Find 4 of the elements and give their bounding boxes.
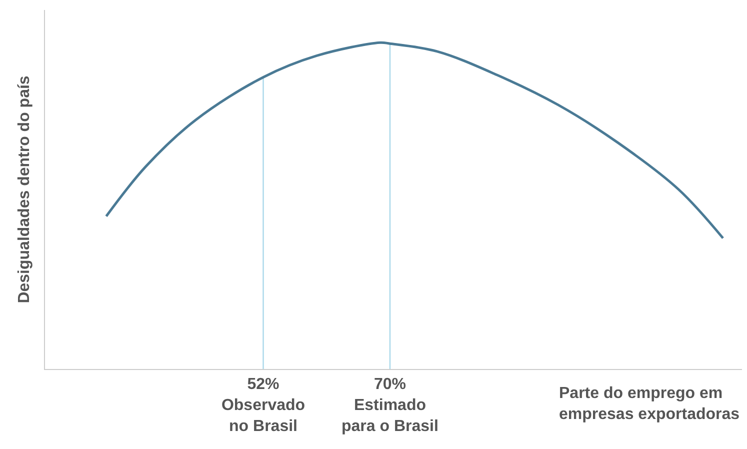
y-axis-title: Desigualdades dentro do país <box>16 76 33 304</box>
x-axis-title: Parte do emprego em empresas exportadoras <box>559 385 740 423</box>
x-tick-label: 70% Estimado para o Brasil <box>342 376 438 435</box>
x-tick-label: 52% Observado no Brasil <box>221 376 306 435</box>
